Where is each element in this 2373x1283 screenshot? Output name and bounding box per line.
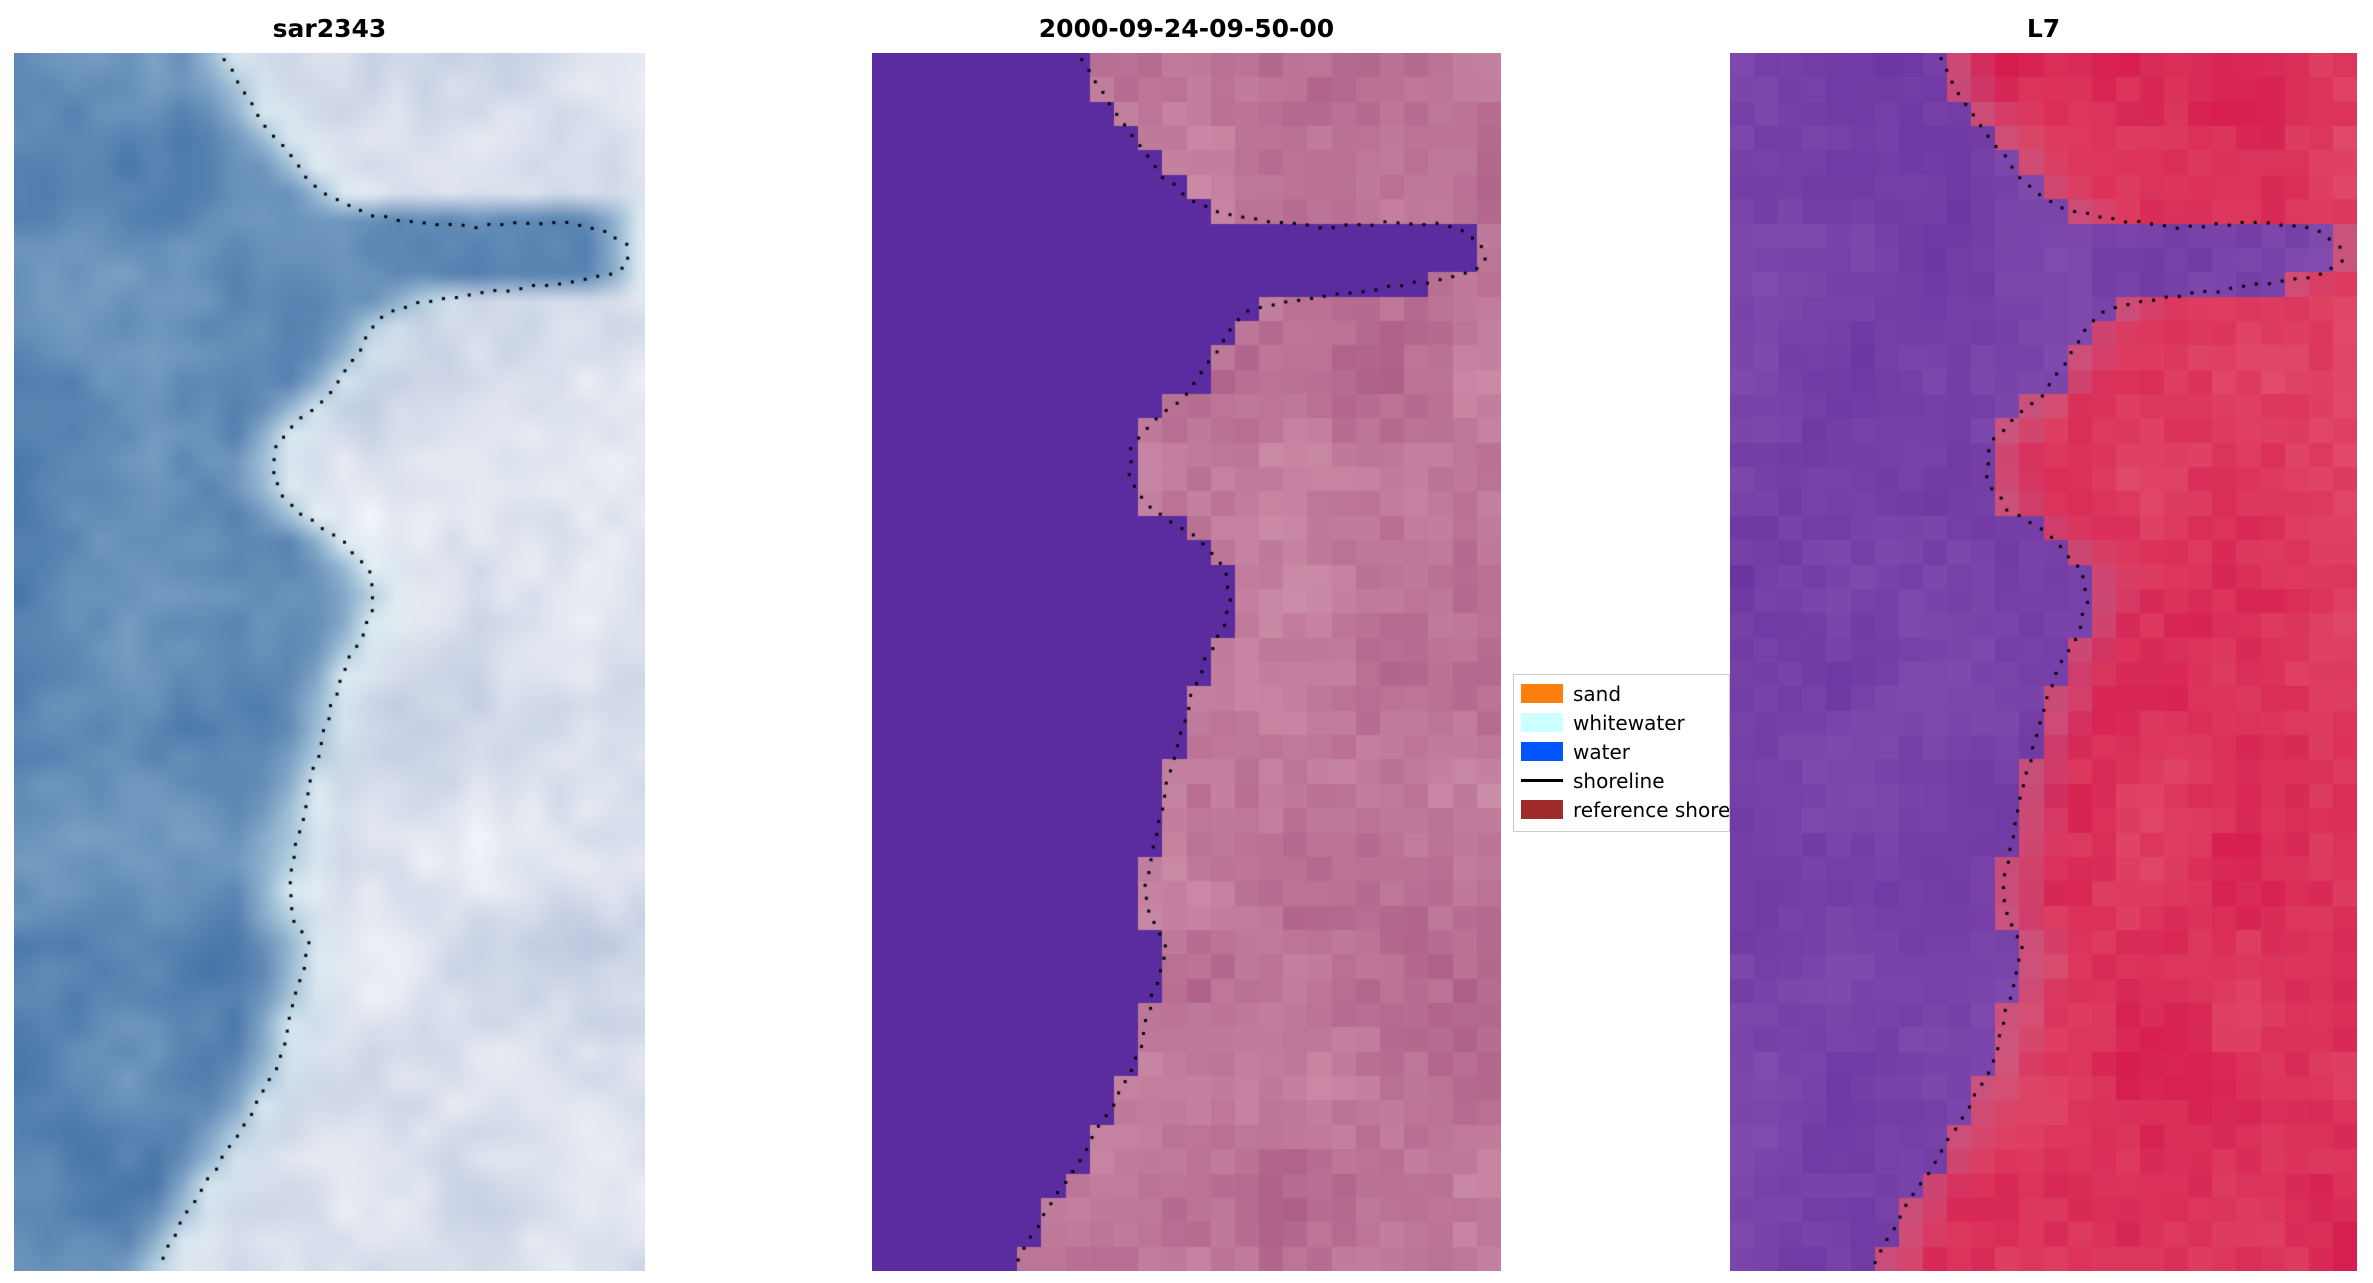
- legend-item-water: water: [1521, 737, 1722, 766]
- legend-item-reference-shoreline: reference shoreline: [1521, 795, 1729, 824]
- legend-item-sand: sand: [1521, 679, 1722, 708]
- whitewater-swatch: [1521, 713, 1563, 732]
- l7-image-panel: [1730, 53, 2357, 1271]
- panel-title-l7: L7: [2026, 14, 2061, 43]
- classified-image-panel: [872, 53, 1501, 1271]
- legend-item-whitewater: whitewater: [1521, 708, 1722, 737]
- legend-label-water: water: [1573, 739, 1630, 764]
- legend-item-shoreline: shoreline: [1521, 766, 1722, 795]
- shoreline-line-swatch: [1521, 779, 1563, 782]
- legend: sand whitewater water shoreline referenc…: [1513, 674, 1730, 832]
- legend-label-reference-shoreline: reference shoreline: [1573, 797, 1730, 822]
- legend-label-shoreline: shoreline: [1573, 768, 1665, 793]
- water-swatch: [1521, 742, 1563, 761]
- panel-title-sar2343: sar2343: [272, 14, 387, 43]
- panel-title-date: 2000-09-24-09-50-00: [1038, 14, 1335, 43]
- sand-swatch: [1521, 684, 1563, 703]
- reference-shoreline-swatch: [1521, 800, 1563, 819]
- legend-label-sand: sand: [1573, 681, 1622, 706]
- legend-label-whitewater: whitewater: [1573, 710, 1685, 735]
- sar-image-panel: [14, 53, 645, 1271]
